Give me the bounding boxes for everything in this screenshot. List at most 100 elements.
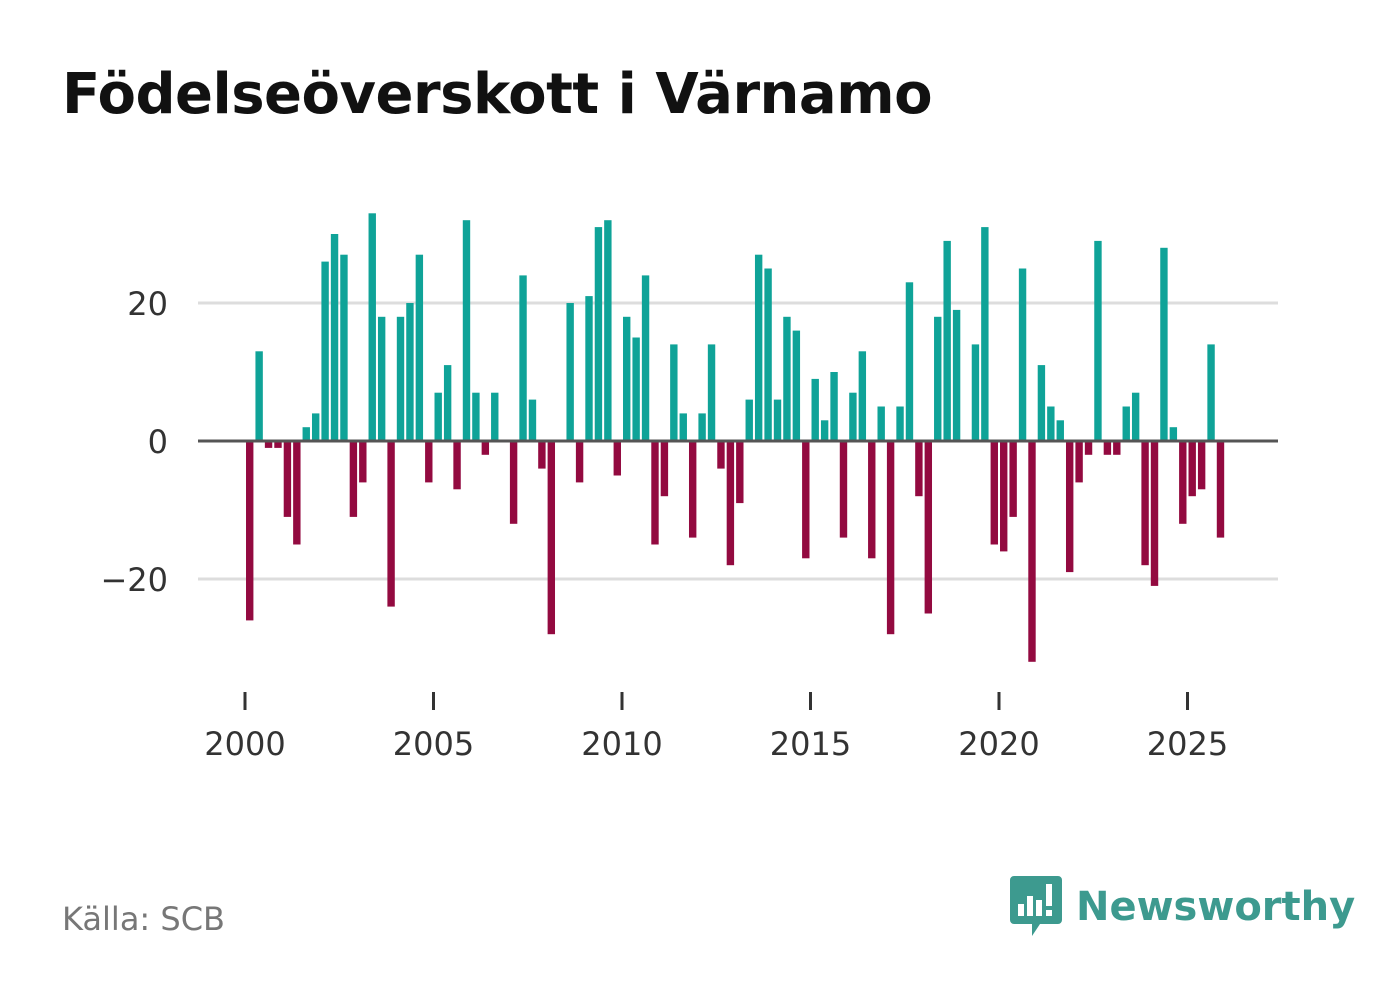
bar [1150, 441, 1159, 586]
bar [359, 441, 367, 483]
bar [688, 441, 697, 538]
bar [340, 254, 348, 441]
bar [509, 441, 518, 524]
bar [679, 413, 687, 441]
bar [594, 227, 603, 441]
bar [839, 441, 848, 538]
bar [566, 303, 574, 441]
bar [519, 275, 527, 441]
bar [311, 413, 320, 441]
bar [971, 344, 980, 441]
bar [1169, 427, 1178, 441]
bar [981, 227, 989, 441]
axes: −20 0 20 2000 2005 2010 2015 2020 2025 [100, 285, 1278, 763]
bar [368, 213, 376, 441]
bar [396, 316, 405, 441]
bar [604, 220, 612, 441]
bar [1000, 441, 1008, 552]
bar [481, 441, 490, 455]
bar [1122, 406, 1130, 441]
x-tick-label: 2005 [393, 725, 474, 763]
bar [754, 254, 763, 441]
bar [255, 351, 263, 441]
bar [641, 275, 650, 441]
bar [820, 420, 829, 441]
bar [528, 399, 537, 441]
bar [990, 441, 998, 545]
bar [943, 240, 951, 441]
bar [764, 268, 772, 441]
y-tick-label: −20 [100, 561, 168, 599]
y-tick-label: 0 [148, 423, 168, 461]
bar [585, 296, 593, 441]
bar [1113, 441, 1121, 455]
bar [491, 392, 499, 441]
bar [547, 441, 556, 635]
bar [1047, 406, 1055, 441]
bar [415, 254, 424, 441]
bar [349, 441, 358, 517]
bar [1103, 441, 1112, 455]
newsworthy-logo-icon [1010, 876, 1062, 936]
bar [783, 316, 791, 441]
bar [377, 316, 386, 441]
x-tick-label: 2025 [1147, 725, 1228, 763]
bar [811, 378, 819, 441]
bar [462, 220, 471, 441]
bar [1216, 441, 1225, 538]
bar [651, 441, 659, 545]
bar [660, 441, 669, 497]
bar [698, 413, 706, 441]
bar [773, 399, 782, 441]
bar [1028, 441, 1036, 662]
bar [1197, 441, 1206, 490]
bar [896, 406, 904, 441]
bar [717, 441, 725, 469]
bar [472, 392, 480, 441]
bar [1084, 441, 1093, 455]
bar [1037, 365, 1046, 441]
bar [613, 441, 621, 476]
bar [302, 427, 310, 441]
y-tick-label: 20 [127, 285, 168, 323]
bar [1188, 441, 1196, 497]
bar [934, 316, 942, 441]
bar [406, 303, 414, 441]
bar [1075, 441, 1083, 483]
bar [886, 441, 895, 635]
bar [802, 441, 810, 559]
bar [736, 441, 744, 504]
bar [293, 441, 301, 545]
bar [1179, 441, 1187, 524]
bar [1065, 441, 1074, 573]
bars [246, 213, 1225, 662]
bar [792, 330, 801, 441]
bar [745, 399, 753, 441]
source-note: Källa: SCB [62, 900, 225, 938]
bar [274, 441, 282, 448]
x-tick-label: 2020 [958, 725, 1039, 763]
bar [1160, 247, 1168, 441]
chart-title: Födelseöverskott i Värnamo [62, 62, 933, 127]
bar [905, 282, 914, 441]
bar [632, 337, 640, 441]
bar [264, 441, 273, 448]
bar [1056, 420, 1064, 441]
bar [670, 344, 678, 441]
bar [443, 365, 452, 441]
bar [858, 351, 867, 441]
bar [283, 441, 292, 517]
bar [877, 406, 885, 441]
bar [1207, 344, 1215, 441]
bar [623, 316, 631, 441]
bar [924, 441, 933, 614]
brand-logo: Newsworthy [1010, 876, 1355, 938]
bar [330, 234, 339, 441]
bar [726, 441, 735, 566]
bar [425, 441, 433, 483]
bar [849, 392, 857, 441]
x-tick-label: 2000 [204, 725, 285, 763]
bar [538, 441, 546, 469]
x-tick-label: 2010 [581, 725, 662, 763]
